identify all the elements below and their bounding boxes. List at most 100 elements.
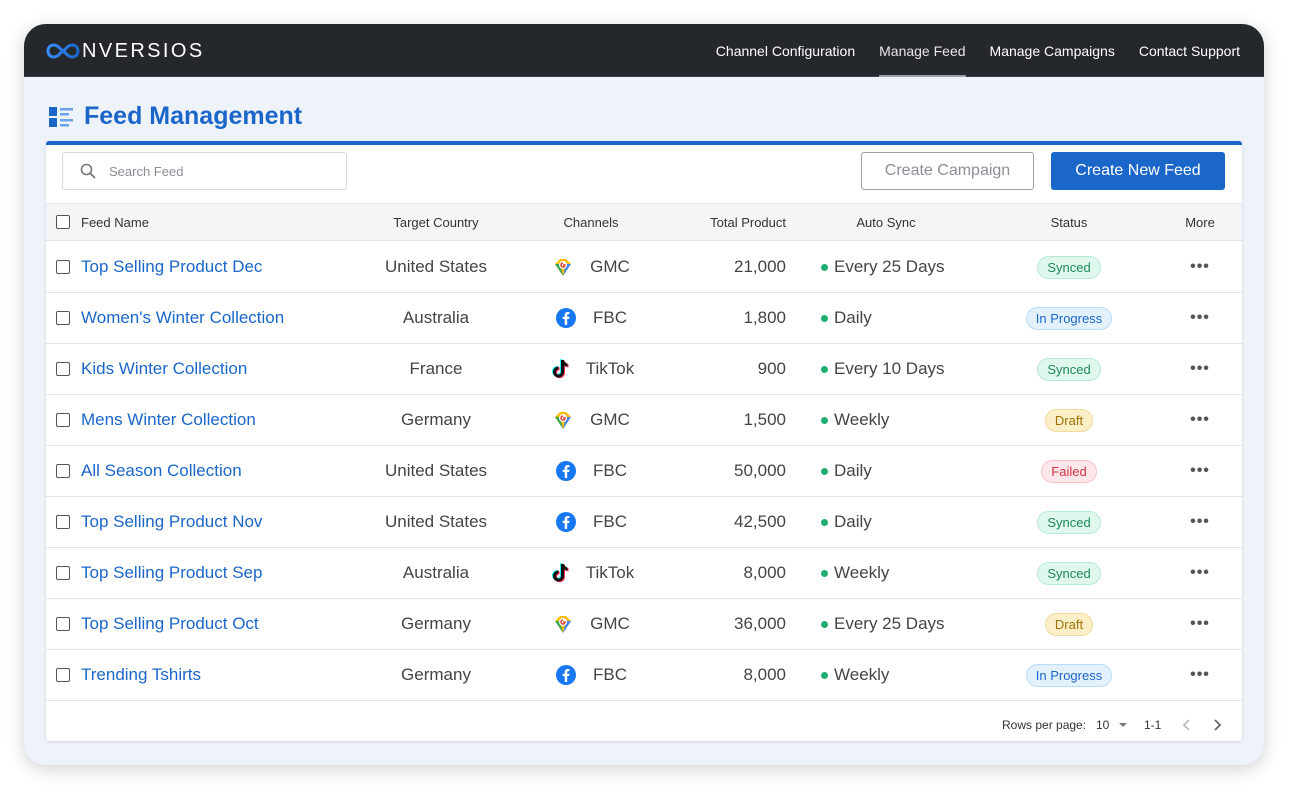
feed-name-link[interactable]: Top Selling Product Oct — [81, 614, 259, 633]
search-icon — [80, 163, 96, 179]
status-badge: Synced — [1037, 357, 1101, 381]
row-checkbox[interactable] — [56, 464, 70, 478]
channel: GMC — [552, 256, 630, 278]
target-country: Germany — [401, 665, 471, 684]
search-input[interactable] — [109, 163, 329, 179]
feed-name-link[interactable]: Top Selling Product Sep — [81, 563, 263, 582]
row-checkbox[interactable] — [56, 668, 70, 682]
more-options-icon[interactable]: ••• — [1190, 462, 1210, 479]
header-total-product[interactable]: Total Product — [710, 214, 786, 230]
target-country: Germany — [401, 410, 471, 429]
total-product: 900 — [757, 359, 786, 378]
feed-name-link[interactable]: Women's Winter Collection — [81, 308, 285, 327]
total-product: 36,000 — [734, 614, 786, 633]
rows-per-page-value: 10 — [1096, 718, 1110, 732]
conversios-logo[interactable]: NVERSIOS — [46, 41, 205, 61]
table-row[interactable]: Top Selling Product Dec United States GM… — [46, 242, 1242, 293]
target-country: Australia — [402, 308, 470, 327]
status-badge: Draft — [1044, 612, 1094, 636]
tiktok-icon — [548, 358, 578, 380]
channel-label: GMC — [590, 614, 630, 633]
table-row[interactable]: Mens Winter Collection Germany GMC 1,500… — [46, 395, 1242, 446]
nav-contact-support[interactable]: Contact Support — [1138, 42, 1240, 59]
target-country: Australia — [402, 563, 470, 582]
nav-channel-configuration[interactable]: Channel Configuration — [715, 42, 856, 59]
app-window: NVERSIOS Channel Configuration Manage Fe… — [24, 24, 1264, 765]
total-product: 50,000 — [734, 461, 786, 480]
row-checkbox[interactable] — [56, 413, 70, 427]
nav-manage-feed[interactable]: Manage Feed — [879, 24, 966, 77]
channel: TikTok — [548, 358, 634, 380]
more-options-icon[interactable]: ••• — [1190, 258, 1210, 275]
table-footer: Rows per page: 10 1-1 — [46, 705, 1242, 745]
feed-list-icon — [49, 106, 73, 127]
feed-table-card: Create Campaign Create New Feed Feed Nam… — [46, 141, 1242, 741]
total-product: 21,000 — [734, 257, 786, 276]
channel: GMC — [552, 613, 630, 635]
more-options-icon[interactable]: ••• — [1190, 615, 1210, 632]
feed-name-link[interactable]: Trending Tshirts — [81, 665, 201, 684]
more-options-icon[interactable]: ••• — [1190, 666, 1210, 683]
table-row[interactable]: All Season Collection United States FBC … — [46, 446, 1242, 497]
row-checkbox[interactable] — [56, 362, 70, 376]
pagination-range: 1-1 — [1144, 718, 1162, 732]
row-checkbox[interactable] — [56, 260, 70, 274]
channel-label: FBC — [593, 512, 627, 531]
next-page-icon[interactable] — [1210, 718, 1224, 732]
row-checkbox[interactable] — [56, 515, 70, 529]
status-badge: Synced — [1037, 510, 1101, 534]
facebook-icon — [555, 460, 585, 482]
table-row[interactable]: Top Selling Product Sep Australia TikTok… — [46, 548, 1242, 599]
feed-name-link[interactable]: Mens Winter Collection — [81, 410, 256, 429]
channel-label: GMC — [590, 257, 630, 276]
total-product: 42,500 — [734, 512, 786, 531]
previous-page-icon[interactable] — [1180, 718, 1194, 732]
row-checkbox[interactable] — [56, 617, 70, 631]
target-country: United States — [384, 512, 488, 531]
more-options-icon[interactable]: ••• — [1190, 360, 1210, 377]
more-options-icon[interactable]: ••• — [1190, 411, 1210, 428]
table-row[interactable]: Top Selling Product Oct Germany GMC 36,0… — [46, 599, 1242, 650]
header-auto-sync[interactable]: Auto Sync — [856, 214, 916, 230]
sync-status-dot — [821, 620, 828, 628]
table-row[interactable]: Trending Tshirts Germany FBC 8,000 Weekl… — [46, 650, 1242, 701]
search-box — [62, 152, 347, 190]
table-row[interactable]: Kids Winter Collection France TikTok 900… — [46, 344, 1242, 395]
nav-manage-campaigns[interactable]: Manage Campaigns — [989, 42, 1115, 59]
status-badge: In Progress — [1025, 306, 1113, 330]
more-options-icon[interactable]: ••• — [1190, 513, 1210, 530]
auto-sync: Daily — [834, 461, 872, 480]
channel: FBC — [555, 511, 627, 533]
more-options-icon[interactable]: ••• — [1190, 564, 1210, 581]
target-country: United States — [384, 257, 488, 276]
sync-status-dot — [821, 569, 828, 577]
top-navbar: NVERSIOS Channel Configuration Manage Fe… — [24, 24, 1264, 77]
auto-sync: Daily — [834, 512, 872, 531]
row-checkbox[interactable] — [56, 566, 70, 580]
auto-sync: Weekly — [834, 563, 890, 582]
facebook-icon — [555, 511, 585, 533]
sync-status-dot — [821, 518, 828, 526]
total-product: 8,000 — [743, 563, 786, 582]
header-feed-name[interactable]: Feed Name — [81, 214, 149, 230]
select-all-checkbox[interactable] — [56, 215, 70, 229]
more-options-icon[interactable]: ••• — [1190, 309, 1210, 326]
auto-sync: Every 10 Days — [834, 359, 945, 378]
google-merchant-icon — [552, 409, 582, 431]
row-checkbox[interactable] — [56, 311, 70, 325]
feed-name-link[interactable]: Top Selling Product Dec — [81, 257, 263, 276]
channel: TikTok — [548, 562, 634, 584]
channel-label: FBC — [593, 461, 627, 480]
sync-status-dot — [821, 365, 828, 373]
header-status[interactable]: Status — [1050, 214, 1088, 230]
create-campaign-button[interactable]: Create Campaign — [861, 152, 1034, 190]
feed-name-link[interactable]: Top Selling Product Nov — [81, 512, 263, 531]
header-target-country[interactable]: Target Country — [393, 214, 479, 230]
feed-name-link[interactable]: Kids Winter Collection — [81, 359, 248, 378]
table-row[interactable]: Women's Winter Collection Australia FBC … — [46, 293, 1242, 344]
table-row[interactable]: Top Selling Product Nov United States FB… — [46, 497, 1242, 548]
create-new-feed-button[interactable]: Create New Feed — [1051, 152, 1225, 190]
rows-per-page-select[interactable]: 10 — [1096, 718, 1128, 732]
feed-name-link[interactable]: All Season Collection — [81, 461, 242, 480]
header-channels[interactable]: Channels — [563, 214, 619, 230]
